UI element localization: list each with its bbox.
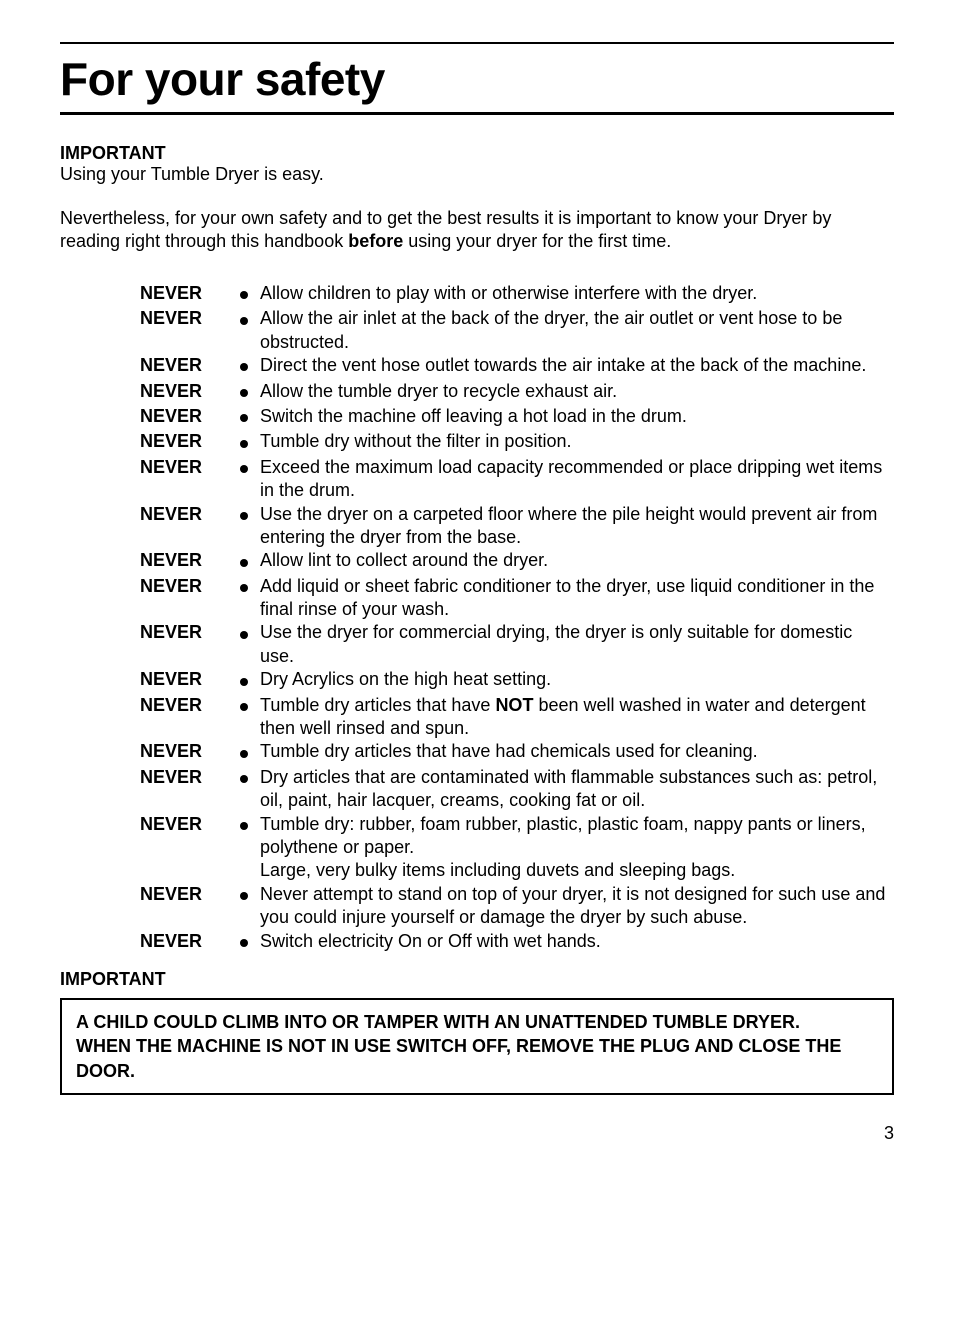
never-row: NEVER Tumble dry: rubber, foam rubber, pl… bbox=[140, 813, 894, 883]
bullet-icon bbox=[240, 354, 260, 379]
never-label: NEVER bbox=[140, 456, 240, 479]
never-row: NEVER Allow the air inlet at the back of … bbox=[140, 307, 894, 354]
never-text: Dry Acrylics on the high heat setting. bbox=[260, 668, 894, 691]
bullet-icon bbox=[240, 883, 260, 908]
never-row: NEVER Use the dryer for commercial drying… bbox=[140, 621, 894, 668]
never-text: Tumble dry without the filter in positio… bbox=[260, 430, 894, 453]
top-rule bbox=[60, 42, 894, 44]
warning-line-1: A CHILD COULD CLIMB INTO OR TAMPER WITH … bbox=[76, 1010, 878, 1034]
bullet-icon bbox=[240, 621, 260, 646]
never-text: Switch electricity On or Off with wet ha… bbox=[260, 930, 894, 953]
bullet-icon bbox=[240, 307, 260, 332]
bullet-icon bbox=[240, 694, 260, 719]
never-label: NEVER bbox=[140, 883, 240, 906]
never-row: NEVER Tumble dry articles that have NOT b… bbox=[140, 694, 894, 741]
never-label: NEVER bbox=[140, 930, 240, 953]
bullet-icon bbox=[240, 456, 260, 481]
bullet-icon bbox=[240, 503, 260, 528]
never-row: NEVER Allow children to play with or othe… bbox=[140, 282, 894, 307]
never-text: Allow lint to collect around the dryer. bbox=[260, 549, 894, 572]
title-underline bbox=[60, 112, 894, 115]
intro-bold: before bbox=[348, 231, 403, 251]
bullet-icon bbox=[240, 380, 260, 405]
page-number: 3 bbox=[60, 1123, 894, 1144]
never-label: NEVER bbox=[140, 621, 240, 644]
bullet-icon bbox=[240, 766, 260, 791]
never-label: NEVER bbox=[140, 668, 240, 691]
bullet-icon bbox=[240, 282, 260, 307]
never-text: Allow children to play with or otherwise… bbox=[260, 282, 894, 305]
never-label: NEVER bbox=[140, 575, 240, 598]
warning-box: A CHILD COULD CLIMB INTO OR TAMPER WITH … bbox=[60, 998, 894, 1095]
page-title: For your safety bbox=[60, 52, 894, 106]
never-label: NEVER bbox=[140, 430, 240, 453]
bullet-icon bbox=[240, 549, 260, 574]
never-label: NEVER bbox=[140, 354, 240, 377]
never-list: NEVER Allow children to play with or othe… bbox=[140, 282, 894, 955]
bullet-icon bbox=[240, 430, 260, 455]
never-row: NEVER Switch the machine off leaving a ho… bbox=[140, 405, 894, 430]
never-label: NEVER bbox=[140, 694, 240, 717]
bullet-icon bbox=[240, 668, 260, 693]
never-label: NEVER bbox=[140, 282, 240, 305]
never-row: NEVER Tumble dry without the filter in po… bbox=[140, 430, 894, 455]
intro-paragraph: Nevertheless, for your own safety and to… bbox=[60, 207, 894, 252]
bullet-icon bbox=[240, 405, 260, 430]
important-bottom-heading: IMPORTANT bbox=[60, 969, 894, 990]
never-row: NEVER Allow lint to collect around the dr… bbox=[140, 549, 894, 574]
bullet-icon bbox=[240, 930, 260, 955]
bullet-icon bbox=[240, 740, 260, 765]
never-row: NEVER Allow the tumble dryer to recycle e… bbox=[140, 380, 894, 405]
intro-post: using your dryer for the first time. bbox=[403, 231, 671, 251]
never-text: Dry articles that are contaminated with … bbox=[260, 766, 894, 813]
never-row: NEVER Direct the vent hose outlet towards… bbox=[140, 354, 894, 379]
never-label: NEVER bbox=[140, 380, 240, 403]
bullet-icon bbox=[240, 813, 260, 838]
never-text: Add liquid or sheet fabric conditioner t… bbox=[260, 575, 894, 622]
never-label: NEVER bbox=[140, 405, 240, 428]
never-text: Switch the machine off leaving a hot loa… bbox=[260, 405, 894, 428]
never-row: NEVER Dry articles that are contaminated … bbox=[140, 766, 894, 813]
never-text: Exceed the maximum load capacity recomme… bbox=[260, 456, 894, 503]
never-text: Never attempt to stand on top of your dr… bbox=[260, 883, 894, 930]
never-text: Allow the air inlet at the back of the d… bbox=[260, 307, 894, 354]
bullet-icon bbox=[240, 575, 260, 600]
never-row: NEVER Tumble dry articles that have had c… bbox=[140, 740, 894, 765]
never-row: NEVER Dry Acrylics on the high heat setti… bbox=[140, 668, 894, 693]
important-heading: IMPORTANT bbox=[60, 143, 894, 164]
never-label: NEVER bbox=[140, 307, 240, 330]
intro-line: Using your Tumble Dryer is easy. bbox=[60, 164, 894, 185]
never-row: NEVER Never attempt to stand on top of yo… bbox=[140, 883, 894, 930]
never-row: NEVER Use the dryer on a carpeted floor w… bbox=[140, 503, 894, 550]
never-text: Use the dryer for commercial drying, the… bbox=[260, 621, 894, 668]
never-label: NEVER bbox=[140, 813, 240, 836]
never-row: NEVER Switch electricity On or Off with w… bbox=[140, 930, 894, 955]
never-label: NEVER bbox=[140, 503, 240, 526]
never-text: Tumble dry: rubber, foam rubber, plastic… bbox=[260, 813, 894, 883]
never-text: Use the dryer on a carpeted floor where … bbox=[260, 503, 894, 550]
warning-line-2: WHEN THE MACHINE IS NOT IN USE SWITCH OF… bbox=[76, 1034, 878, 1083]
never-text: Tumble dry articles that have NOT been w… bbox=[260, 694, 894, 741]
never-row: NEVER Exceed the maximum load capacity re… bbox=[140, 456, 894, 503]
never-text: Direct the vent hose outlet towards the … bbox=[260, 354, 894, 377]
never-label: NEVER bbox=[140, 549, 240, 572]
page-container: For your safety IMPORTANT Using your Tum… bbox=[0, 0, 954, 1174]
never-text: Allow the tumble dryer to recycle exhaus… bbox=[260, 380, 894, 403]
never-row: NEVER Add liquid or sheet fabric conditio… bbox=[140, 575, 894, 622]
never-label: NEVER bbox=[140, 740, 240, 763]
never-text: Tumble dry articles that have had chemic… bbox=[260, 740, 894, 763]
never-label: NEVER bbox=[140, 766, 240, 789]
